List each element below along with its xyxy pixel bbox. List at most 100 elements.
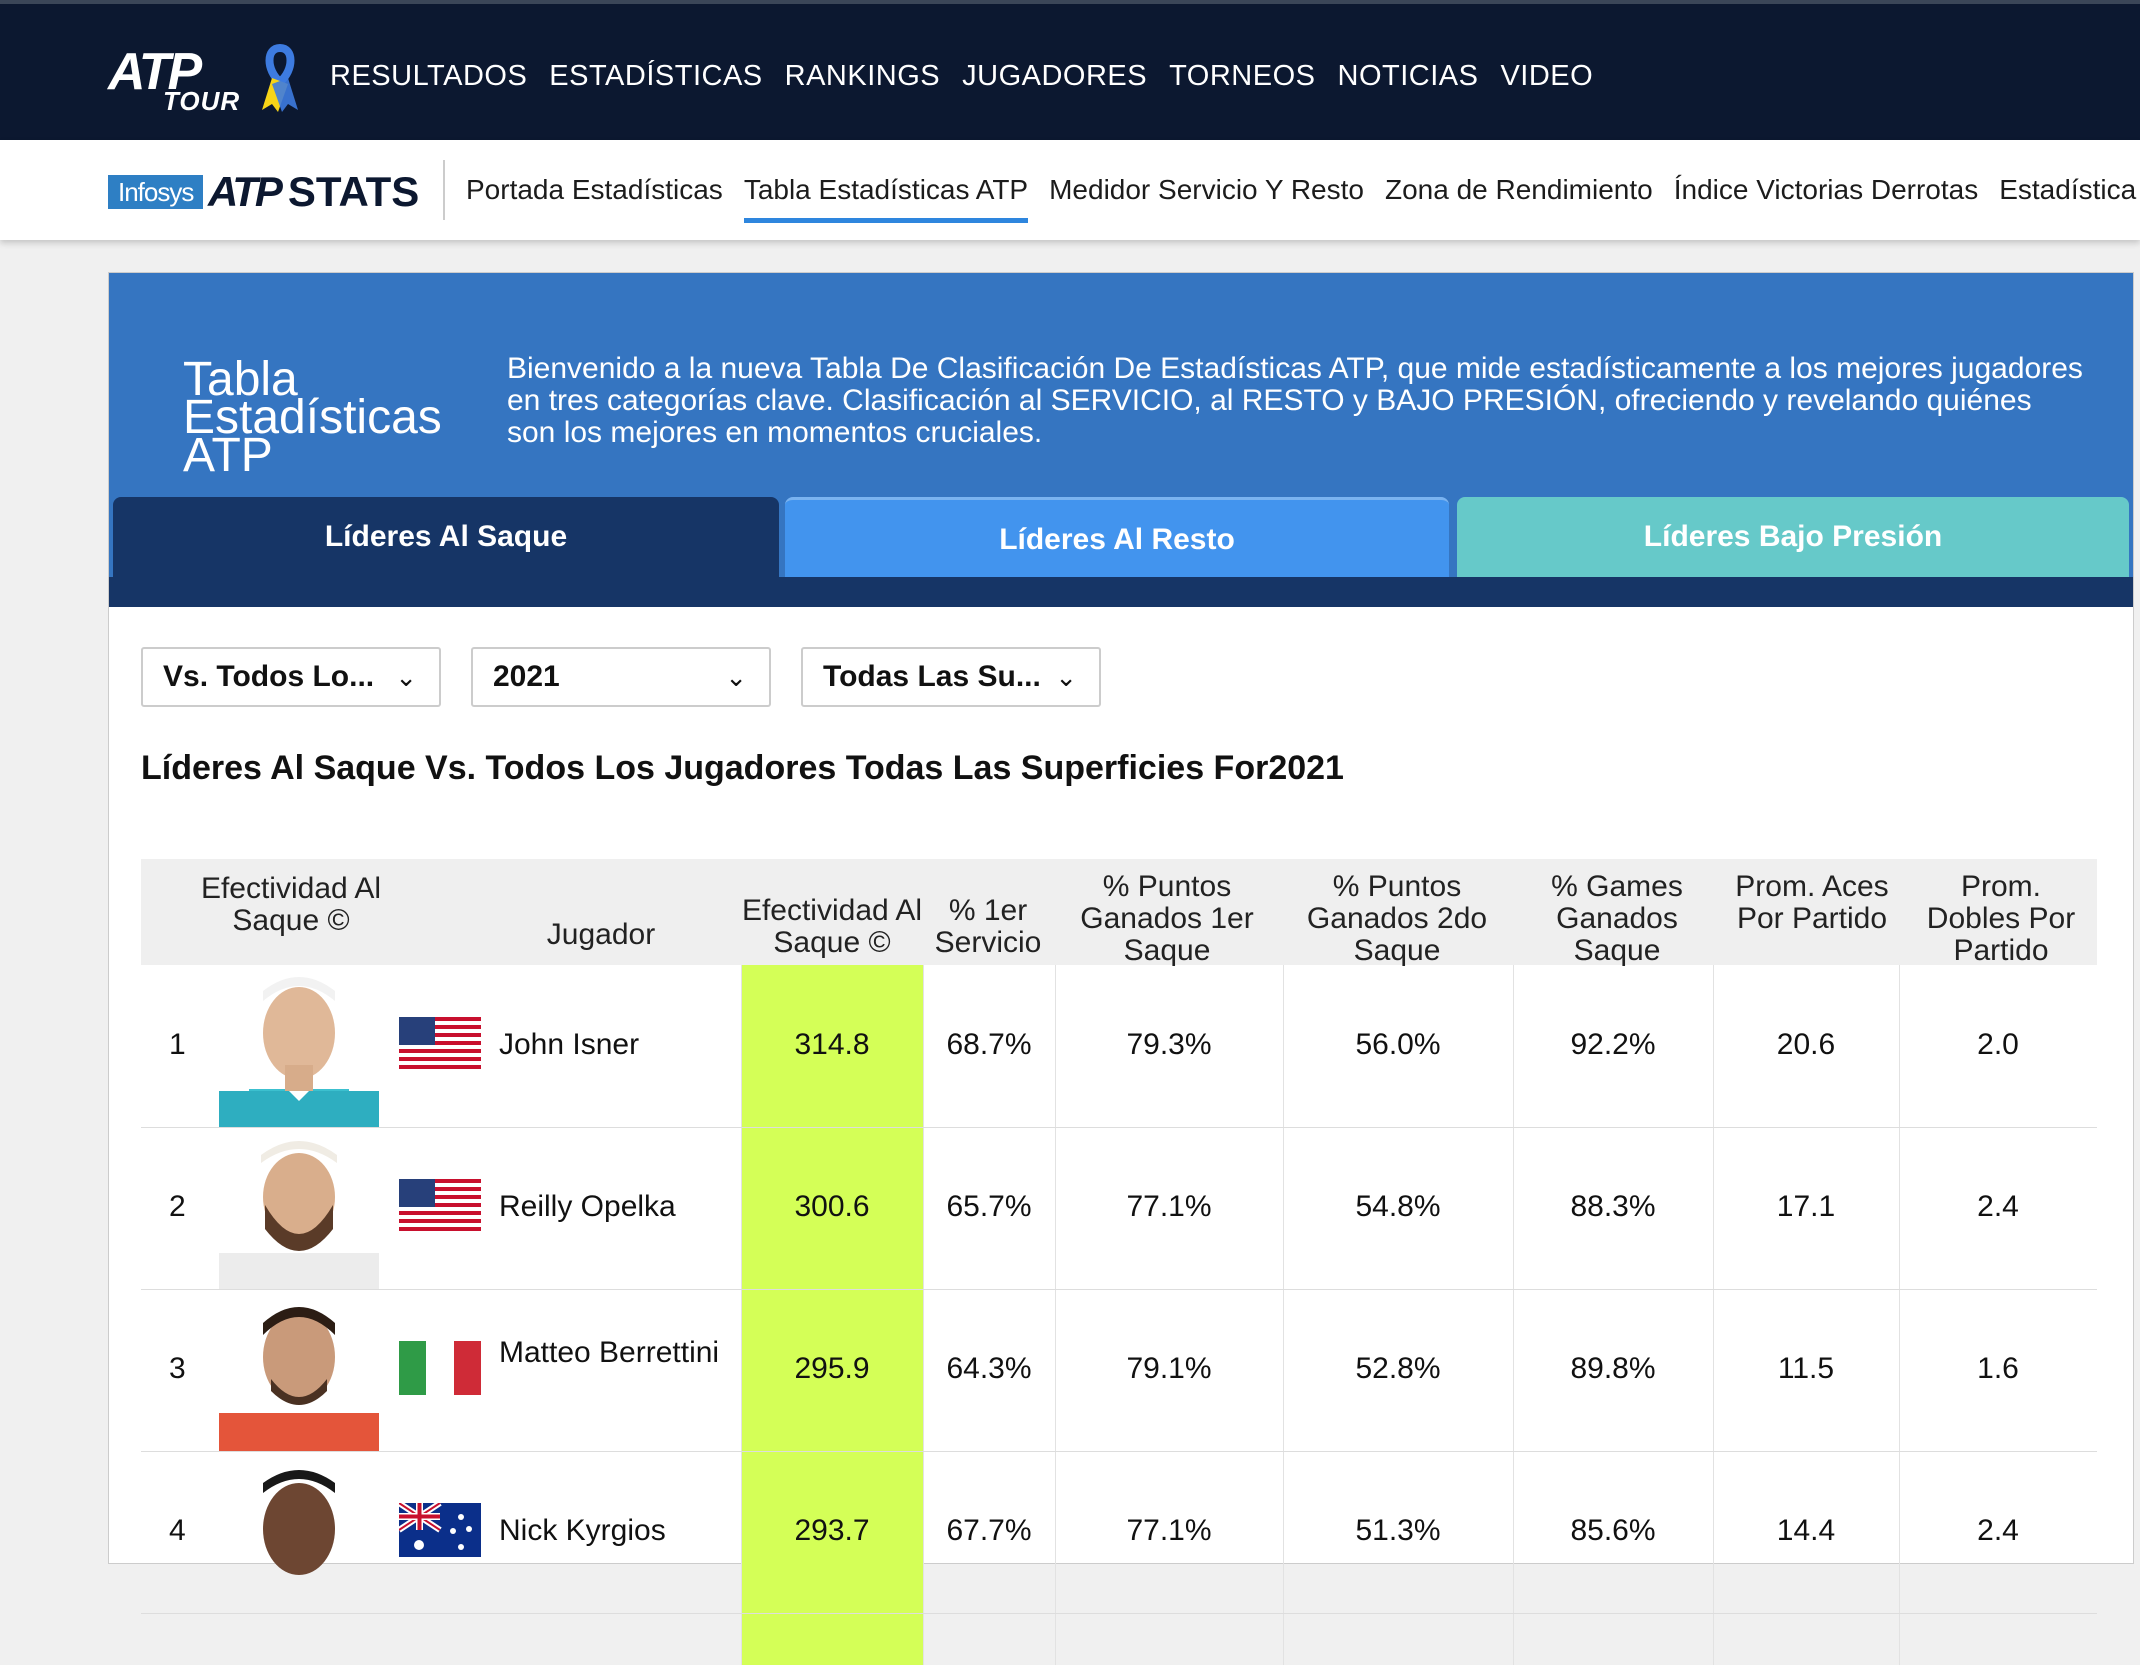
rating-cell: 300.6 — [794, 1190, 870, 1223]
player-name[interactable]: Nick Kyrgios — [499, 1514, 666, 1547]
flag-italy-icon — [399, 1341, 481, 1395]
table-row[interactable]: 1 John Isner 314.8 68.7% 79.3% 56. — [141, 965, 2097, 1128]
table-row[interactable]: 3 Matteo Berrettini 295.9 64.3% 79.1% 52… — [141, 1289, 2097, 1452]
nav-noticias[interactable]: NOTICIAS — [1337, 60, 1479, 92]
main-nav: RESULTADOS ESTADÍSTICAS RANKINGS JUGADOR… — [330, 60, 1593, 93]
nav-jugadores[interactable]: JUGADORES — [962, 60, 1148, 92]
nav-resultados[interactable]: RESULTADOS — [330, 60, 528, 92]
player-photo-isner[interactable] — [219, 971, 379, 1127]
player-photo-kyrgios[interactable] — [219, 1457, 379, 1613]
rating-column-highlight — [741, 965, 923, 1665]
flag-usa-icon — [399, 1179, 481, 1233]
opponent-select[interactable]: Vs. Todos Lo... ⌄ — [141, 647, 441, 707]
first-serve-cell: 68.7% — [946, 1028, 1032, 1061]
surface-select-value: Todas Las Su... — [823, 660, 1041, 693]
second-won-cell: 52.8% — [1355, 1352, 1441, 1385]
rating-cell: 295.9 — [794, 1352, 870, 1385]
header-games-won[interactable]: % Games Ganados Saque — [1551, 870, 1683, 967]
subnav-medidor[interactable]: Medidor Servicio Y Resto — [1049, 174, 1364, 205]
logo-tour-text: TOUR — [163, 86, 241, 116]
aces-cell: 20.6 — [1776, 1028, 1836, 1061]
column-divider — [1713, 965, 1714, 1665]
atp-stats-logo[interactable]: ATP STATS — [208, 168, 419, 216]
surface-select[interactable]: Todas Las Su... ⌄ — [801, 647, 1101, 707]
games-won-cell: 92.2% — [1570, 1028, 1656, 1061]
header-first-serve[interactable]: % 1er Servicio — [934, 894, 1042, 959]
atp-tour-logo[interactable]: ATP TOUR — [108, 42, 298, 116]
table-row[interactable]: 4 Nick Kyrgios 293.7 67.7% 77.1% 51.3% — [141, 1451, 2097, 1614]
table-header: Efectividad Al Saque © Jugador Efectivid… — [141, 859, 2097, 967]
rank-cell: 4 — [169, 1514, 186, 1547]
infosys-logo: Infosys — [108, 175, 204, 209]
doubles-cell: 2.4 — [1977, 1190, 2019, 1223]
aces-cell: 14.4 — [1776, 1514, 1836, 1547]
rating-cell: 293.7 — [794, 1514, 870, 1547]
first-won-cell: 79.1% — [1126, 1352, 1212, 1385]
header-aces[interactable]: Prom. Aces Por Partido — [1735, 870, 1889, 935]
table-row[interactable]: 2 Reilly Opelka 300.6 65.7% 77.1% 54.8% … — [141, 1127, 2097, 1290]
first-won-cell: 79.3% — [1126, 1028, 1212, 1061]
column-divider — [1283, 965, 1284, 1665]
year-select[interactable]: 2021 ⌄ — [471, 647, 771, 707]
player-photo-berrettini[interactable] — [219, 1295, 379, 1451]
year-select-value: 2021 — [493, 660, 560, 693]
second-won-cell: 51.3% — [1355, 1514, 1441, 1547]
tab-return-leaders[interactable]: Líderes Al Resto — [785, 497, 1449, 580]
chevron-down-icon: ⌄ — [725, 662, 747, 692]
logo-atp-text: ATP — [108, 43, 202, 101]
tab-serve-leaders[interactable]: Líderes Al Saque — [113, 497, 779, 577]
rank-cell: 3 — [169, 1352, 186, 1385]
first-won-cell: 77.1% — [1126, 1190, 1212, 1223]
subnav-tabla-active[interactable]: Tabla Estadísticas ATP — [743, 174, 1029, 223]
player-name[interactable]: Reilly Opelka — [499, 1190, 676, 1223]
header-player[interactable]: Jugador — [546, 918, 656, 951]
aces-cell: 11.5 — [1777, 1352, 1835, 1385]
hero-title: Tabla Estadísticas ATP — [183, 353, 442, 482]
active-tab-strip — [109, 577, 2133, 607]
header-second-won[interactable]: % Puntos Ganados 2do Saque — [1306, 870, 1488, 967]
first-serve-cell: 65.7% — [946, 1190, 1032, 1223]
subnav-divider — [443, 160, 445, 220]
header-doubles[interactable]: Prom. Dobles Por Partido — [1926, 870, 2076, 967]
player-name[interactable]: John Isner — [499, 1028, 640, 1061]
header-rank[interactable]: Efectividad Al Saque © — [200, 872, 382, 937]
ukraine-ribbon-icon — [262, 44, 298, 112]
header-first-won[interactable]: % Puntos Ganados 1er Saque — [1080, 870, 1254, 967]
atp-stats-logo-atp: ATP — [208, 168, 283, 215]
first-won-cell: 77.1% — [1126, 1514, 1212, 1547]
nav-torneos[interactable]: TORNEOS — [1169, 60, 1316, 92]
flag-australia-icon — [399, 1503, 481, 1557]
column-divider — [741, 965, 742, 1665]
subnav-portada[interactable]: Portada Estadísticas — [466, 174, 723, 205]
rank-cell: 2 — [169, 1190, 186, 1223]
doubles-cell: 2.4 — [1977, 1514, 2019, 1547]
chevron-down-icon: ⌄ — [1055, 662, 1077, 692]
stats-subnav-bar: Infosys ATP STATS Portada Estadísticas Ta… — [0, 140, 2140, 240]
player-name[interactable]: Matteo Berrettini — [499, 1336, 720, 1369]
stats-subnav: Portada Estadísticas Tabla Estadísticas … — [466, 174, 2136, 223]
column-divider — [1055, 965, 1056, 1665]
subnav-indice[interactable]: Índice Victorias Derrotas — [1673, 174, 1979, 205]
flag-usa-icon — [399, 1017, 481, 1071]
hero-banner: Tabla Estadísticas ATP Bienvenido a la n… — [109, 273, 2133, 607]
nav-rankings[interactable]: RANKINGS — [784, 60, 941, 92]
subnav-estadistica[interactable]: Estadística — [1999, 174, 2137, 205]
column-divider — [1899, 965, 1900, 1665]
player-photo-opelka[interactable] — [219, 1133, 379, 1289]
hero-description: Bienvenido a la nueva Tabla De Clasifica… — [507, 352, 2083, 449]
atp-stats-logo-stats: STATS — [287, 168, 420, 215]
nav-estadisticas[interactable]: ESTADÍSTICAS — [549, 60, 763, 92]
games-won-cell: 85.6% — [1570, 1514, 1656, 1547]
column-divider — [923, 965, 924, 1665]
header-rating[interactable]: Efectividad Al Saque © — [741, 894, 923, 959]
nav-video[interactable]: VIDEO — [1500, 60, 1594, 92]
tab-pressure-leaders[interactable]: Líderes Bajo Presión — [1457, 497, 2129, 577]
doubles-cell: 1.6 — [1977, 1352, 2019, 1385]
second-won-cell: 54.8% — [1355, 1190, 1441, 1223]
subnav-zona[interactable]: Zona de Rendimiento — [1384, 174, 1653, 205]
doubles-cell: 2.0 — [1977, 1028, 2019, 1061]
games-won-cell: 88.3% — [1570, 1190, 1656, 1223]
leader-tabs: Líderes Al Saque Líderes Al Resto Lídere… — [109, 497, 2133, 607]
column-divider — [1513, 965, 1514, 1665]
chevron-down-icon: ⌄ — [395, 662, 417, 692]
